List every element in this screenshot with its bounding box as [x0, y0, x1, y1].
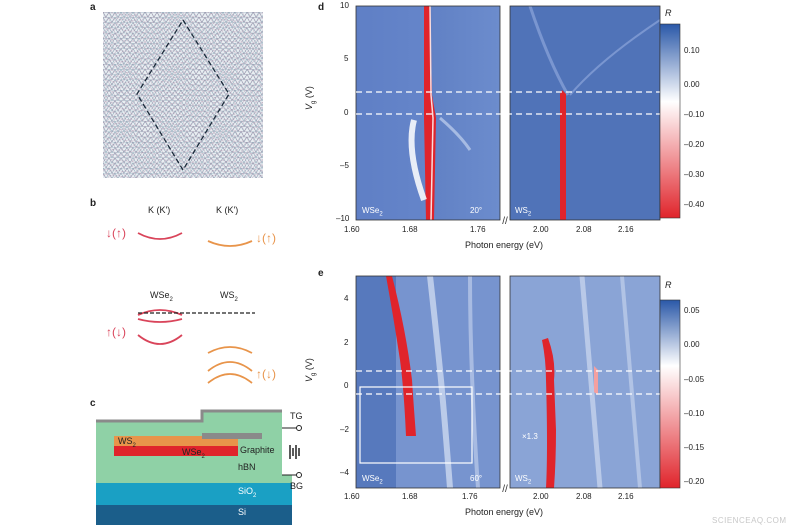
- d-cbar-tick-4: –0.20: [684, 140, 705, 149]
- d-xtick-176: 1.76: [470, 225, 486, 234]
- e-tag-wse2: WSe2: [362, 474, 383, 486]
- device-schematic: [96, 409, 302, 525]
- e-xtick-216: 2.16: [618, 492, 634, 501]
- e-xtick-176: 1.76: [462, 492, 478, 501]
- e-y-tick-m4: –4: [340, 468, 349, 477]
- e-y-tick-m2: –2: [340, 425, 349, 434]
- heatmap-d-right: [510, 6, 660, 220]
- e-xtick-208: 2.08: [576, 492, 592, 501]
- e-cbar-tick-3: –0.05: [684, 375, 705, 384]
- panel-label-d: d: [318, 2, 325, 13]
- label-k-left: K (K'): [148, 205, 171, 215]
- heatmap-e: //: [355, 275, 681, 495]
- d-cbar-tick-3: –0.10: [684, 110, 705, 119]
- colorbar-e: [659, 299, 681, 489]
- e-angle: 60°: [470, 474, 483, 483]
- d-xtick-168: 1.68: [402, 225, 418, 234]
- e-cbar-title: R: [665, 280, 672, 290]
- e-y-tick-0: 0: [344, 381, 349, 390]
- e-y-tick-2: 2: [344, 338, 349, 347]
- svg-text://: //: [502, 484, 508, 495]
- panel-label-a: a: [90, 2, 96, 13]
- label-ws2-b: WS2: [220, 290, 238, 303]
- svg-text://: //: [502, 216, 508, 227]
- spin-label-3: ↑(↓): [106, 325, 126, 339]
- label-k-right: K (K'): [216, 205, 239, 215]
- e-cbar-tick-2: 0.00: [684, 340, 700, 349]
- d-y-tick-m10: –10: [336, 214, 350, 223]
- exciton-line-ws2-e: [542, 338, 556, 488]
- e-y-tick-4: 4: [344, 294, 349, 303]
- e-cbar-tick-6: –0.20: [684, 477, 705, 486]
- colorbar-d: [659, 23, 681, 219]
- exciton-line-wse2: [424, 6, 436, 220]
- label-si: Si: [238, 507, 247, 517]
- d-xtick-200: 2.00: [533, 225, 549, 234]
- panel-label-b: b: [90, 198, 97, 209]
- panel-label-e: e: [318, 268, 324, 279]
- e-xlabel: Photon energy (eV): [465, 507, 544, 517]
- spin-label-2: ↓(↑): [256, 231, 276, 245]
- e-ylabel: Vg (V): [304, 358, 317, 382]
- d-y-tick-m5: –5: [340, 161, 349, 170]
- spin-label-4: ↑(↓): [256, 367, 276, 381]
- e-cbar-tick-4: –0.10: [684, 409, 705, 418]
- d-y-tick-10: 10: [340, 1, 349, 10]
- d-cbar-tick-5: –0.30: [684, 170, 705, 179]
- e-tag-ws2: WS2: [515, 474, 532, 486]
- d-xlabel: Photon energy (eV): [465, 240, 544, 250]
- zoom-box: [359, 386, 473, 464]
- d-xtick-216: 2.16: [618, 225, 634, 234]
- d-cbar-tick-1: 0.10: [684, 46, 700, 55]
- band-diagram: [137, 232, 255, 384]
- label-wse2-c: WSe2: [182, 447, 205, 460]
- exciton-line-wse2-e: [386, 276, 416, 436]
- label-bg: BG: [290, 481, 304, 491]
- d-xtick-208: 2.08: [576, 225, 592, 234]
- d-angle: 20°: [470, 206, 483, 215]
- exciton-line-ws2: [560, 90, 566, 220]
- e-xtick-160: 1.60: [344, 492, 360, 501]
- d-tag-ws2: WS2: [515, 206, 532, 218]
- d-tag-wse2: WSe2: [362, 206, 383, 218]
- d-cbar-tick-6: –0.40: [684, 200, 705, 209]
- heatmap-d: //: [355, 5, 681, 227]
- d-y-tick-0: 0: [344, 108, 349, 117]
- d-y-tick-5: 5: [344, 54, 349, 63]
- moire-unit-cell-outline: [136, 18, 230, 172]
- e-scale: ×1.3: [522, 432, 538, 441]
- label-sio2: SiO2: [238, 486, 257, 499]
- moire-lattice-image: [103, 12, 263, 178]
- label-graphite: Graphite: [240, 445, 275, 455]
- label-hbn: hBN: [238, 462, 256, 472]
- label-tg: TG: [290, 411, 303, 421]
- d-ylabel: Vg (V): [304, 86, 317, 110]
- e-cbar-tick-5: –0.15: [684, 443, 705, 452]
- label-wse2-b: WSe2: [150, 290, 173, 303]
- d-cbar-title: R: [665, 8, 672, 18]
- d-xtick-160: 1.60: [344, 225, 360, 234]
- label-ws2-c: WS2: [118, 436, 136, 449]
- spin-label-1: ↓(↑): [106, 226, 126, 240]
- e-xtick-200: 2.00: [533, 492, 549, 501]
- watermark: SCIENCEAQ.COM: [712, 516, 787, 525]
- e-xtick-168: 1.68: [402, 492, 418, 501]
- d-cbar-tick-2: 0.00: [684, 80, 700, 89]
- panel-label-c: c: [90, 398, 96, 409]
- e-cbar-tick-1: 0.05: [684, 306, 700, 315]
